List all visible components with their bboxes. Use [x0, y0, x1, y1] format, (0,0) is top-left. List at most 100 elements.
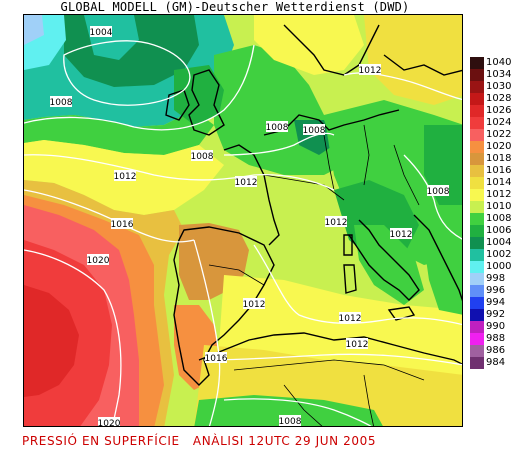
isobar-label: 1008	[50, 96, 73, 108]
isobar-label: 1012	[114, 170, 137, 182]
atlantic-998-core	[24, 15, 44, 45]
legend-entry: 1000	[470, 261, 518, 273]
legend-entry: 1008	[470, 213, 518, 225]
legend-label: 1018	[486, 153, 512, 164]
isobar-1012-africa	[203, 353, 462, 366]
africa-coast	[198, 332, 462, 365]
legend-label: 1014	[486, 177, 512, 188]
legend-label: 1026	[486, 105, 512, 116]
legend-swatch	[470, 93, 484, 105]
map-caption: PRESSIÓ EN SUPERFÍCIE ANÀLISI 12UTC 29 J…	[22, 434, 377, 448]
legend-entry: 1016	[470, 165, 518, 177]
isobar-1012-med	[253, 244, 462, 326]
border-7	[283, 384, 323, 426]
ireland-coast	[165, 89, 190, 121]
svg-text:1004: 1004	[90, 28, 113, 38]
legend-entry: 1004	[470, 237, 518, 249]
legend-label: 1024	[486, 117, 512, 128]
svg-text:1012: 1012	[325, 218, 348, 228]
isobar-1004	[63, 40, 191, 106]
legend-label: 998	[486, 273, 506, 284]
legend-label: 1030	[486, 81, 512, 92]
svg-text:1020: 1020	[98, 419, 121, 427]
isobar-1008-east	[403, 154, 462, 240]
svg-text:1020: 1020	[87, 256, 110, 266]
border-6	[233, 359, 425, 381]
legend-entry: 1014	[470, 177, 518, 189]
legend-label: 1040	[486, 57, 512, 68]
legend-entry: 992	[470, 309, 518, 321]
legend-swatch	[470, 141, 484, 153]
legend-entry: 996	[470, 285, 518, 297]
legend-label: 1010	[486, 201, 512, 212]
isobar-label: 1012	[390, 228, 412, 240]
border-8	[363, 374, 374, 426]
svg-text:1008: 1008	[191, 152, 214, 162]
legend-label: 996	[486, 285, 506, 296]
legend-entry: 988	[470, 333, 518, 345]
legend-swatch	[470, 249, 484, 261]
sahara-low	[194, 395, 383, 426]
isobar-label: 1008	[279, 415, 302, 427]
legend-entry: 1018	[470, 153, 518, 165]
baltic-coast	[383, 54, 462, 76]
svg-text:1016: 1016	[205, 354, 228, 364]
legend-entry: 1012	[470, 189, 518, 201]
legend-label: 984	[486, 357, 506, 368]
isobar-label: 1008	[266, 121, 289, 133]
legend-swatch	[470, 357, 484, 369]
isobar-label: 1008	[191, 150, 214, 162]
legend-label: 1028	[486, 93, 512, 104]
isobar-label: 1012	[346, 338, 368, 350]
france-coast	[223, 144, 280, 246]
italy-coast	[348, 219, 420, 301]
svg-text:1012: 1012	[114, 172, 137, 182]
isobar-1020	[24, 249, 122, 426]
legend-swatch	[470, 177, 484, 189]
isobar-labels: 1004 1008 1008 1008 1008 1012	[50, 26, 450, 427]
legend-entry: 1020	[470, 141, 518, 153]
border-5	[208, 264, 265, 286]
svg-text:1008: 1008	[279, 417, 302, 427]
legend-label: 1020	[486, 141, 512, 152]
legend-swatch	[470, 117, 484, 129]
legend-entry: 994	[470, 297, 518, 309]
legend-entry: 986	[470, 345, 518, 357]
legend-swatch	[470, 165, 484, 177]
isobar-label: 1020	[87, 254, 110, 266]
border-1	[263, 174, 345, 201]
isobar-label: 1004	[90, 26, 113, 38]
legend-swatch	[470, 69, 484, 81]
corsica-coast	[343, 234, 353, 256]
isobar-1012-atl	[24, 154, 335, 191]
legend-label: 990	[486, 321, 506, 332]
border-3	[363, 124, 370, 186]
isobar-label: 1012	[325, 216, 348, 228]
isobar-label: 1008	[427, 185, 450, 197]
legend-swatch	[470, 129, 484, 141]
legend-swatch	[470, 345, 484, 357]
legend-swatch	[470, 297, 484, 309]
legend-swatch	[470, 237, 484, 249]
legend-label: 1012	[486, 189, 512, 200]
legend-label: 992	[486, 309, 506, 320]
legend-swatch	[470, 321, 484, 333]
legend-entry: 1006	[470, 225, 518, 237]
isobar-label: 1020	[98, 417, 121, 427]
baltic-yellow	[364, 15, 462, 105]
legend-label: 1016	[486, 165, 512, 176]
svg-text:1012: 1012	[359, 66, 382, 76]
legend-swatch	[470, 201, 484, 213]
border-4	[393, 144, 420, 206]
isobar-label: 1012	[235, 176, 257, 188]
legend-entry: 1024	[470, 117, 518, 129]
legend-label: 1022	[486, 129, 512, 140]
legend-swatch	[470, 261, 484, 273]
borders	[208, 124, 425, 426]
isobar-1008-west	[24, 44, 255, 131]
pressure-map-canvas: 1004 1008 1008 1008 1008 1012	[24, 15, 462, 427]
chart-title: GLOBAL MODELL (GM)-Deutscher Wetterdiens…	[60, 0, 410, 14]
legend-entry: 1034	[470, 69, 518, 81]
legend-swatch	[470, 189, 484, 201]
greece-green	[424, 240, 462, 315]
